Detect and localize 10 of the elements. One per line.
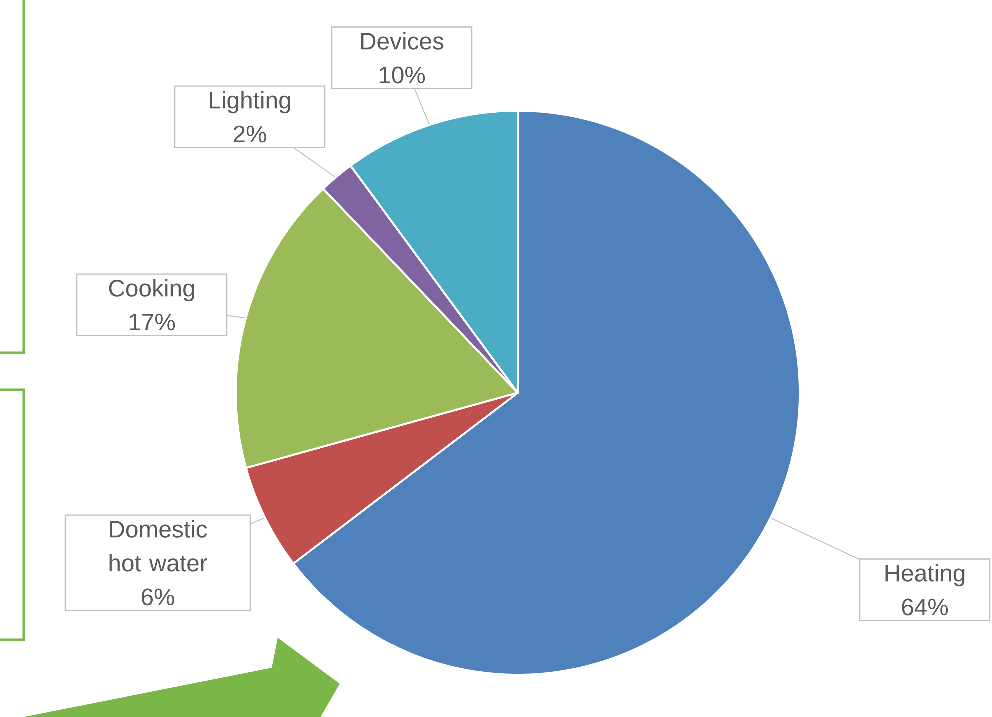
slice-label: Domestic hot water: [110, 520, 208, 572]
data-label: 64%: [902, 598, 948, 616]
data-label: 6%: [142, 588, 174, 606]
slice-label: Heating: [886, 564, 965, 587]
data-label: 2%: [234, 126, 266, 143]
slice-label: Cooking: [109, 279, 194, 302]
slice-label: Lighting: [210, 91, 290, 114]
data-label: 10%: [380, 66, 426, 84]
data-label: 17%: [130, 314, 176, 331]
slice-label: Devices: [361, 32, 444, 50]
